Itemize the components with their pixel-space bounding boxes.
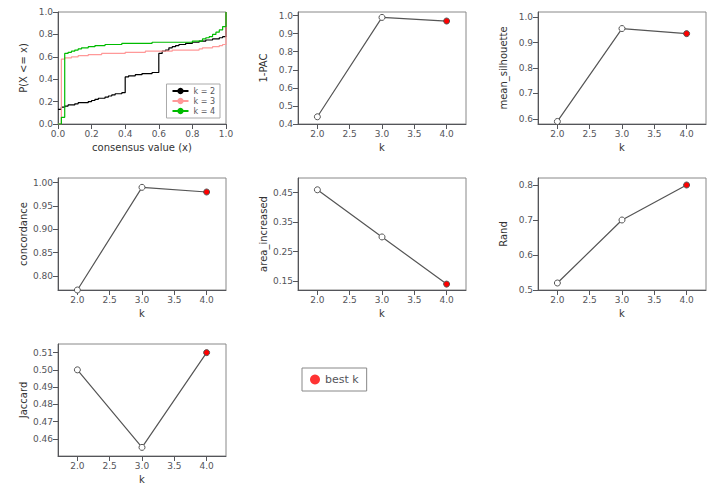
svg-text:0.50: 0.50 (33, 365, 53, 375)
svg-text:1.0: 1.0 (279, 11, 294, 21)
svg-text:2.0: 2.0 (310, 295, 325, 305)
svg-text:0.15: 0.15 (273, 276, 293, 286)
svg-text:k: k (139, 474, 145, 485)
svg-text:0.7: 0.7 (279, 65, 293, 75)
svg-text:0.49: 0.49 (33, 382, 53, 392)
svg-text:0.8: 0.8 (279, 47, 294, 57)
svg-text:0.5: 0.5 (519, 285, 533, 295)
svg-text:0.47: 0.47 (33, 417, 53, 427)
svg-text:2.0: 2.0 (70, 461, 85, 471)
svg-text:0.51: 0.51 (33, 348, 53, 358)
svg-text:3.5: 3.5 (647, 129, 661, 139)
svg-text:0.6: 0.6 (39, 52, 54, 62)
svg-text:Rand: Rand (498, 221, 509, 247)
svg-text:2.5: 2.5 (103, 461, 117, 471)
svg-text:0.8: 0.8 (519, 180, 534, 190)
svg-text:4.0: 4.0 (679, 129, 694, 139)
svg-text:0.8: 0.8 (185, 129, 200, 139)
svg-text:Jaccard: Jaccard (18, 382, 29, 419)
svg-text:4.0: 4.0 (679, 295, 694, 305)
svg-text:0.9: 0.9 (279, 29, 294, 39)
svg-text:0.5: 0.5 (279, 101, 293, 111)
svg-text:P(X <= x): P(X <= x) (18, 43, 29, 93)
svg-text:0.46: 0.46 (33, 434, 53, 444)
svg-text:consensus value (x): consensus value (x) (92, 142, 192, 153)
svg-text:2.0: 2.0 (310, 129, 325, 139)
svg-text:0.35: 0.35 (273, 217, 293, 227)
svg-text:2.5: 2.5 (583, 295, 597, 305)
svg-text:3.0: 3.0 (375, 129, 390, 139)
svg-text:k: k (379, 142, 385, 153)
svg-text:0.6: 0.6 (152, 129, 167, 139)
svg-text:k: k (139, 308, 145, 319)
svg-text:0.9: 0.9 (519, 38, 534, 48)
svg-text:0.2: 0.2 (84, 129, 98, 139)
svg-text:0.7: 0.7 (519, 215, 533, 225)
svg-text:2.0: 2.0 (550, 129, 565, 139)
svg-text:3.5: 3.5 (407, 295, 421, 305)
svg-text:k: k (379, 308, 385, 319)
svg-text:4.0: 4.0 (199, 461, 214, 471)
svg-text:0.4: 0.4 (118, 129, 133, 139)
svg-text:0.6: 0.6 (279, 83, 294, 93)
svg-text:1.00: 1.00 (33, 178, 53, 188)
svg-text:3.5: 3.5 (167, 461, 181, 471)
svg-text:0.90: 0.90 (33, 224, 53, 234)
svg-text:2.5: 2.5 (343, 129, 357, 139)
svg-text:2.5: 2.5 (103, 295, 117, 305)
svg-text:0.25: 0.25 (273, 247, 293, 257)
svg-text:0.2: 0.2 (39, 97, 53, 107)
svg-text:3.5: 3.5 (407, 129, 421, 139)
svg-text:concordance: concordance (18, 202, 29, 266)
svg-text:3.0: 3.0 (615, 295, 630, 305)
svg-text:0.85: 0.85 (33, 248, 53, 258)
svg-text:0.80: 0.80 (33, 271, 53, 281)
svg-text:best k: best k (325, 373, 359, 386)
svg-text:2.0: 2.0 (550, 295, 565, 305)
svg-text:0.6: 0.6 (519, 114, 534, 124)
svg-text:2.0: 2.0 (70, 295, 85, 305)
svg-text:3.0: 3.0 (135, 461, 150, 471)
svg-text:k = 2: k = 2 (193, 87, 215, 96)
svg-text:0.8: 0.8 (39, 29, 54, 39)
svg-text:4.0: 4.0 (439, 129, 454, 139)
svg-text:0.95: 0.95 (33, 201, 53, 211)
svg-text:1.0: 1.0 (219, 129, 234, 139)
svg-text:k = 4: k = 4 (193, 107, 215, 116)
svg-text:0.48: 0.48 (33, 399, 53, 409)
svg-text:mean_silhouette: mean_silhouette (498, 26, 510, 109)
svg-text:0.45: 0.45 (273, 188, 293, 198)
svg-text:3.0: 3.0 (135, 295, 150, 305)
svg-text:k: k (619, 142, 625, 153)
svg-text:0.4: 0.4 (279, 119, 294, 129)
svg-text:4.0: 4.0 (439, 295, 454, 305)
svg-text:0.0: 0.0 (39, 119, 54, 129)
svg-text:2.5: 2.5 (343, 295, 357, 305)
svg-text:4.0: 4.0 (199, 295, 214, 305)
svg-text:0.6: 0.6 (519, 250, 534, 260)
svg-text:k: k (619, 308, 625, 319)
svg-text:3.5: 3.5 (167, 295, 181, 305)
svg-text:3.5: 3.5 (647, 295, 661, 305)
svg-text:0.7: 0.7 (519, 88, 533, 98)
svg-text:3.0: 3.0 (615, 129, 630, 139)
svg-text:1-PAC: 1-PAC (258, 53, 269, 82)
svg-text:2.5: 2.5 (583, 129, 597, 139)
svg-text:0.8: 0.8 (519, 63, 534, 73)
svg-text:1.0: 1.0 (519, 12, 534, 22)
svg-text:0.4: 0.4 (39, 74, 54, 84)
svg-text:area_increased: area_increased (258, 196, 270, 272)
svg-text:0.0: 0.0 (51, 129, 66, 139)
svg-text:1.0: 1.0 (39, 7, 54, 17)
svg-text:k = 3: k = 3 (193, 97, 215, 106)
svg-text:3.0: 3.0 (375, 295, 390, 305)
